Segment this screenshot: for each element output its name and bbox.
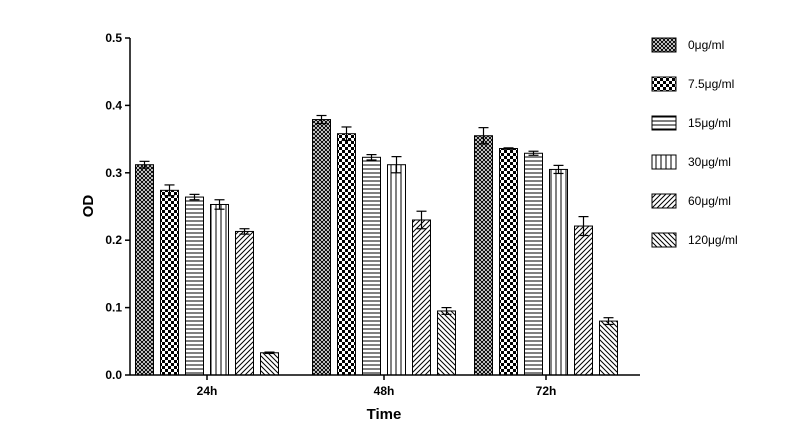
legend-swatch	[651, 193, 677, 209]
bar	[412, 219, 431, 376]
bar	[185, 196, 204, 376]
bar	[574, 225, 593, 376]
bar	[135, 164, 154, 376]
x-tick-label: 24h	[197, 384, 218, 398]
y-tick-label: 0.0	[105, 368, 122, 382]
legend: 0μg/ml 7.5μg/ml 15μg/ml 30μg/ml 60μg/ml 120μg…	[651, 37, 738, 248]
y-axis-ticks: 0.0 0.1 0.2 0.3 0.4 0.5	[105, 31, 130, 382]
legend-label: 0μg/ml	[688, 38, 724, 52]
bar	[437, 310, 456, 376]
legend-label: 7.5μg/ml	[688, 77, 734, 91]
bar	[312, 119, 331, 376]
legend-label: 120μg/ml	[688, 233, 738, 247]
legend-swatch	[651, 37, 677, 53]
bar	[499, 148, 518, 376]
y-tick-label: 0.5	[105, 31, 122, 45]
bar	[387, 164, 406, 376]
x-axis-ticks: 24h 48h 72h	[197, 375, 557, 398]
bar	[549, 168, 568, 376]
legend-swatch	[651, 232, 677, 248]
legend-swatch	[651, 76, 677, 92]
bar	[210, 203, 229, 376]
y-tick-label: 0.1	[105, 301, 122, 315]
bar	[599, 320, 618, 376]
bar	[524, 152, 543, 376]
bar	[362, 156, 381, 376]
bar	[260, 352, 279, 376]
y-tick-label: 0.4	[105, 98, 122, 112]
legend-label: 15μg/ml	[688, 116, 731, 130]
x-axis-title: Time	[367, 406, 402, 423]
bar	[337, 133, 356, 376]
bar	[235, 230, 254, 376]
y-tick-label: 0.3	[105, 166, 122, 180]
y-axis-title: OD	[80, 195, 97, 218]
legend-swatch	[651, 154, 677, 170]
bar	[474, 135, 493, 376]
x-tick-label: 72h	[536, 384, 557, 398]
bar	[160, 189, 179, 376]
legend-label: 30μg/ml	[688, 155, 731, 169]
legend-label: 60μg/ml	[688, 194, 731, 208]
y-tick-label: 0.2	[105, 233, 122, 247]
bars-layer	[135, 114, 618, 376]
x-tick-label: 48h	[374, 384, 395, 398]
legend-swatch	[651, 115, 677, 131]
